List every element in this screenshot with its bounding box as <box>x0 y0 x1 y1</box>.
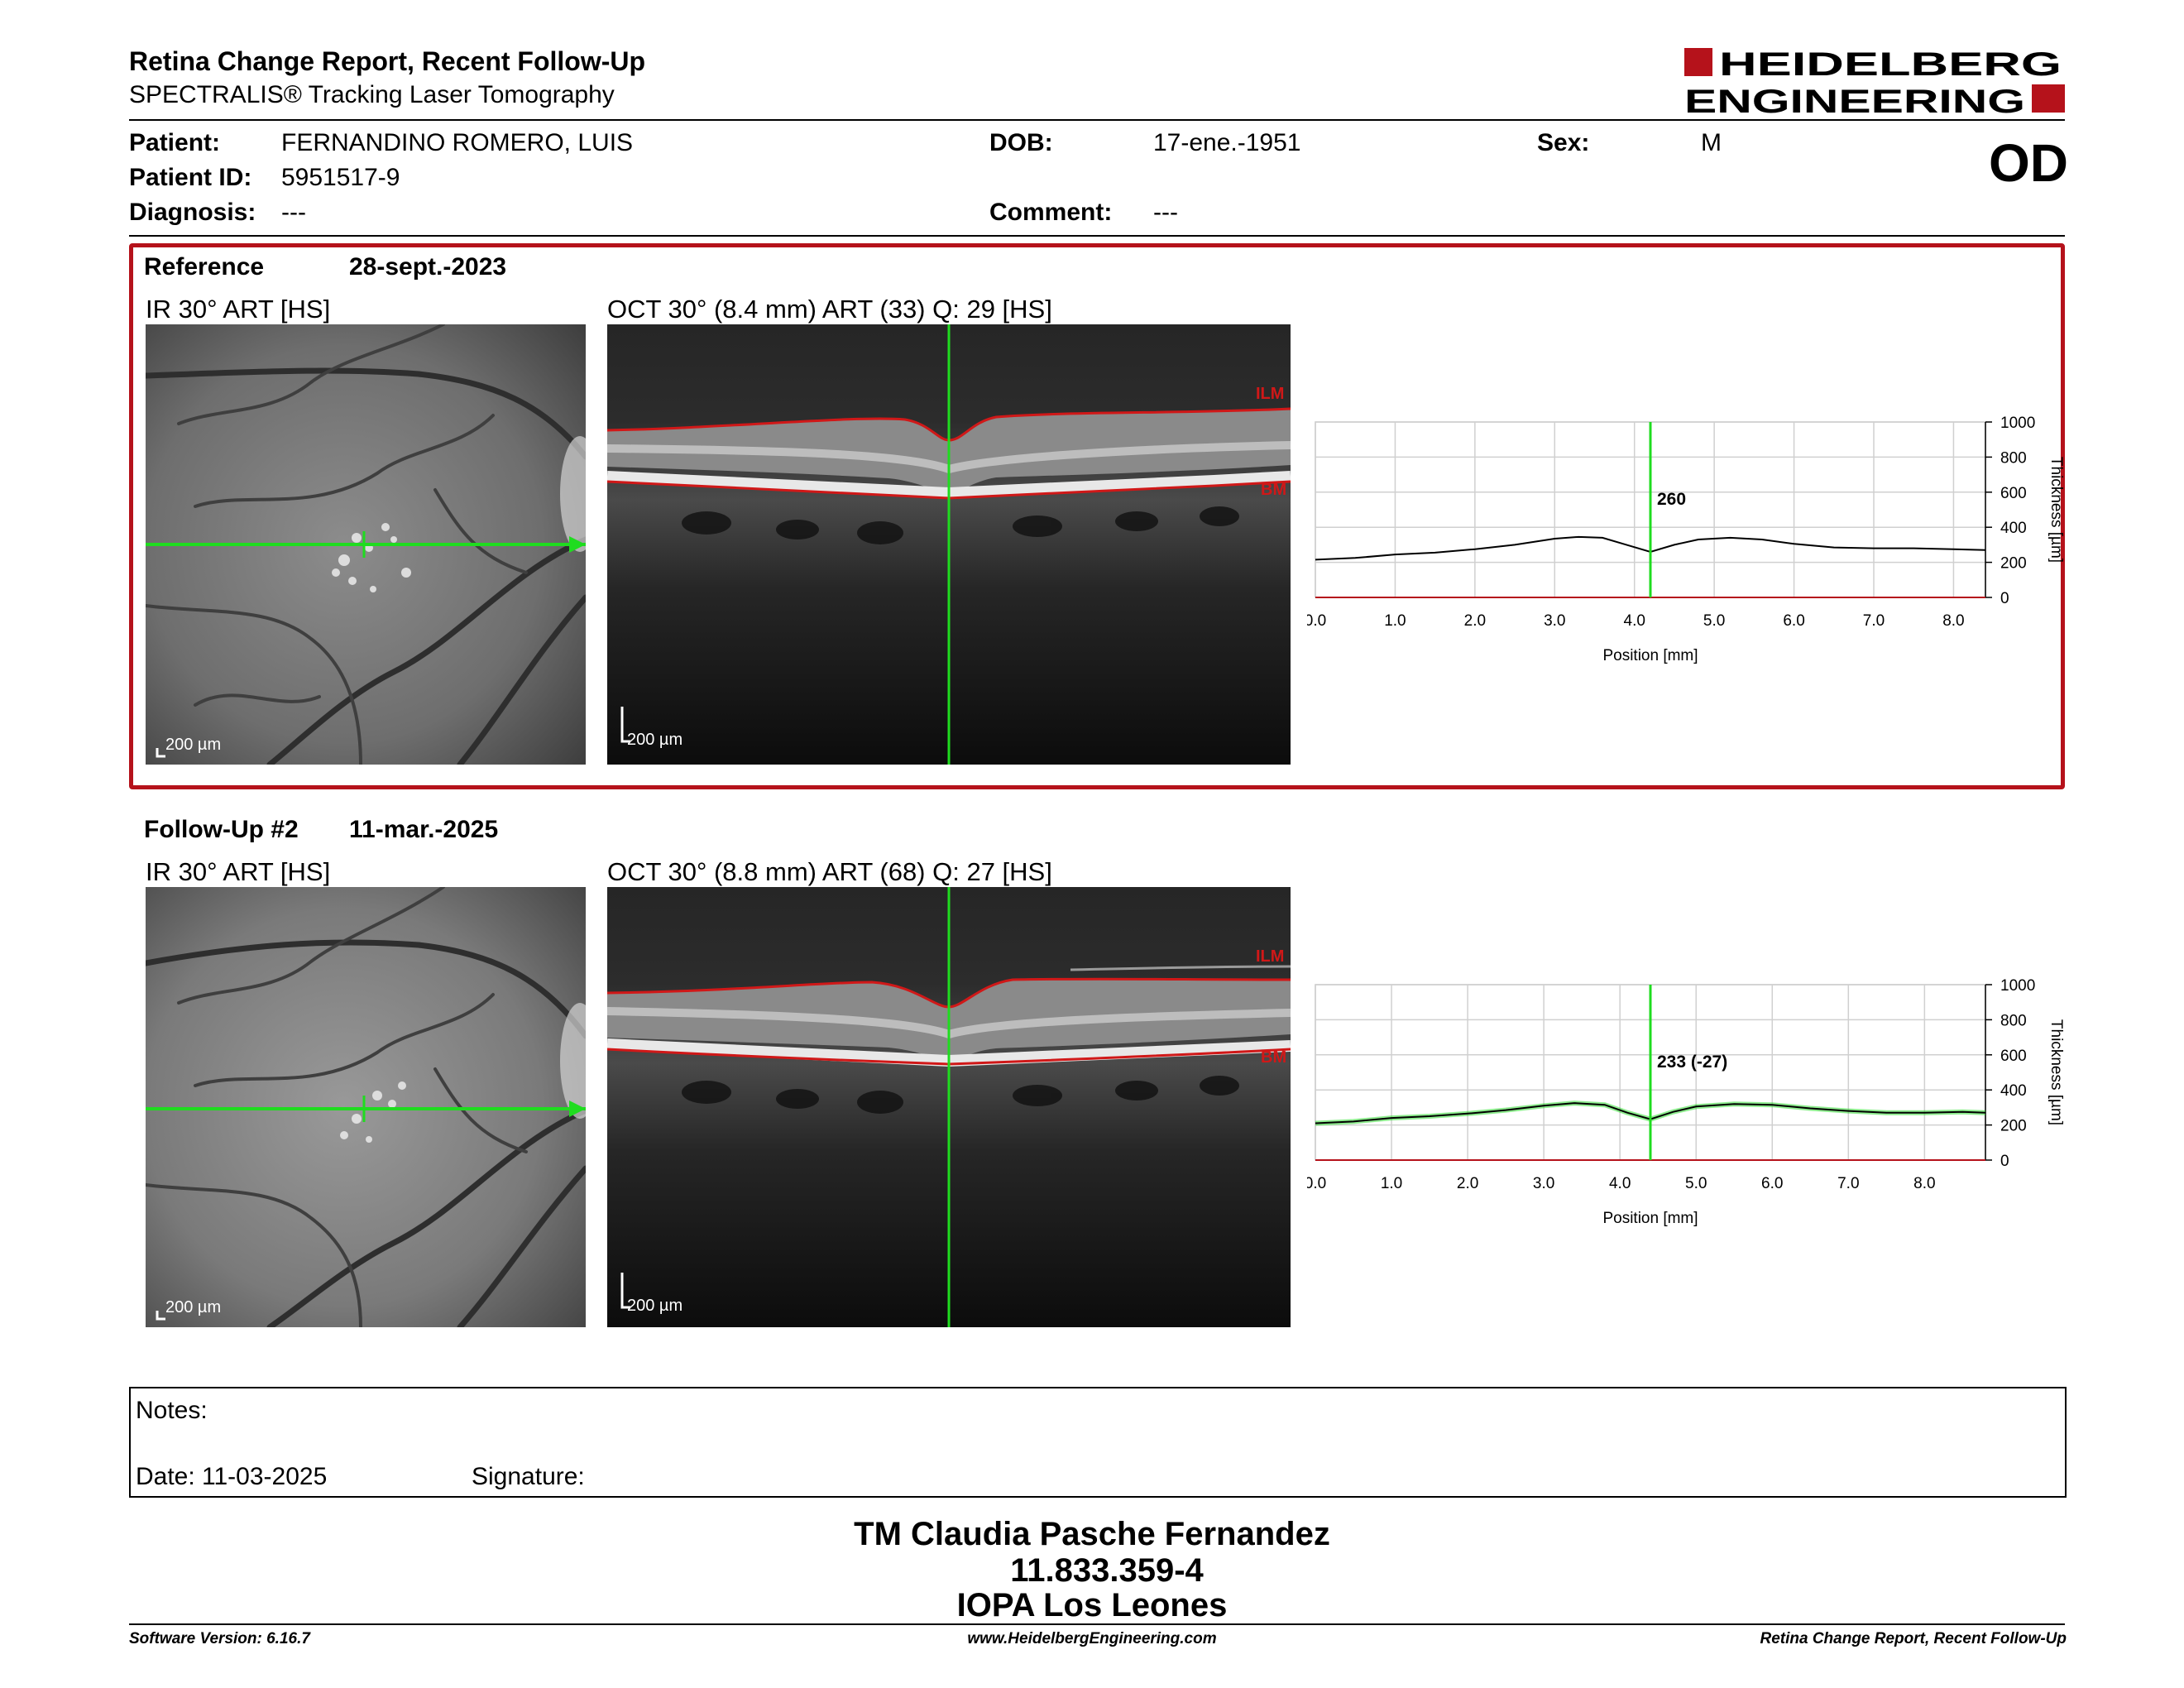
reference-oct-caption: OCT 30° (8.4 mm) ART (33) Q: 29 [HS] <box>607 295 1052 324</box>
reference-frame <box>129 243 2065 789</box>
followup-ir-scale-bar: 200 µm <box>165 1298 221 1316</box>
chart-y-tick-label: 0 <box>2000 1153 2009 1170</box>
chart-x-tick-label: 8.0 <box>1913 1175 1935 1192</box>
comment-value: --- <box>1153 199 1178 226</box>
operator-id: 11.833.359-4 <box>1010 1552 1204 1589</box>
sex-label: Sex: <box>1537 129 1590 156</box>
chart-y-tick-label: 0 <box>2000 590 2009 607</box>
patient-id-label: Patient ID: <box>129 164 252 191</box>
operator-clinic: IOPA Los Leones <box>956 1587 1228 1623</box>
chart-x-tick-label: 8.0 <box>1942 612 1964 630</box>
chart-y-tick-label: 1000 <box>2000 415 2035 432</box>
footer-report-name: Retina Change Report, Recent Follow-Up <box>1760 1630 2067 1647</box>
reference-ir-fundus-image[interactable]: 200 µm <box>146 324 586 765</box>
chart-y-tick-label: 400 <box>2000 1082 2027 1100</box>
reference-ir-caption: IR 30° ART [HS] <box>146 295 331 324</box>
reference-bm-label: BM <box>1261 481 1286 499</box>
footer-website[interactable]: www.HeidelbergEngineering.com <box>967 1630 1217 1647</box>
sex-value: M <box>1701 129 1722 156</box>
report-subtitle: SPECTRALIS® Tracking Laser Tomography <box>129 81 615 108</box>
chart-x-tick-label: 3.0 <box>1533 1175 1554 1192</box>
reference-oct-bscan-image[interactable]: ILM BM 200 µm <box>607 324 1291 765</box>
chart-x-tick-label: 0.0 <box>1307 612 1326 630</box>
patient-name-label: Patient: <box>129 129 221 156</box>
chart-x-tick-label: 5.0 <box>1703 612 1725 630</box>
footer-divider <box>129 1623 2065 1625</box>
patient-divider <box>129 235 2065 237</box>
chart-x-axis-label: Position [mm] <box>1602 647 1698 664</box>
reference-label: Reference <box>144 253 265 281</box>
reference-date: 28-sept.-2023 <box>349 253 507 281</box>
header-divider <box>129 119 2065 121</box>
chart-y-tick-label: 800 <box>2000 449 2027 467</box>
chart-marker-label: 233 (-27) <box>1657 1053 1727 1072</box>
chart-y-tick-label: 200 <box>2000 1118 2027 1135</box>
operator-name: TM Claudia Pasche Fernandez <box>854 1516 1330 1552</box>
dob-label: DOB: <box>989 129 1053 156</box>
followup-oct-scale-bar: 200 µm <box>627 1297 682 1315</box>
chart-y-tick-label: 400 <box>2000 520 2027 537</box>
followup-ir-fundus-image[interactable]: 200 µm <box>146 887 586 1327</box>
reference-thickness-chart: 0.0 1.0 2.0 3.0 4.0 5.0 6.0 7.0 8.0 0 200 400 600 800… <box>1307 415 2065 664</box>
report-title: Retina Change Report, Recent Follow-Up <box>129 46 646 76</box>
chart-x-tick-label: 4.0 <box>1609 1175 1631 1192</box>
chart-x-tick-label: 4.0 <box>1624 612 1645 630</box>
patient-name: FERNANDINO ROMERO, LUIS <box>281 129 634 156</box>
chart-y-tick-label: 600 <box>2000 1048 2027 1065</box>
diagnosis-value: --- <box>281 199 306 226</box>
chart-y-tick-label: 1000 <box>2000 977 2035 995</box>
followup-oct-bscan-image[interactable]: ILM BM 200 µm <box>607 887 1291 1327</box>
followup-ir-caption: IR 30° ART [HS] <box>146 857 331 886</box>
comment-label: Comment: <box>989 199 1113 226</box>
chart-y-tick-label: 800 <box>2000 1012 2027 1029</box>
followup-bm-label: BM <box>1261 1048 1286 1067</box>
reference-oct-scale-bar: 200 µm <box>627 731 682 749</box>
followup-label: Follow-Up #2 <box>144 816 299 843</box>
chart-x-tick-label: 5.0 <box>1685 1175 1707 1192</box>
chart-x-tick-label: 2.0 <box>1457 1175 1478 1192</box>
chart-y-tick-label: 600 <box>2000 485 2027 502</box>
svg-text:HEIDELBERG: HEIDELBERG <box>1719 46 2062 83</box>
chart-x-tick-label: 6.0 <box>1783 612 1804 630</box>
chart-x-tick-label: 7.0 <box>1837 1175 1859 1192</box>
chart-x-axis-label: Position [mm] <box>1602 1210 1698 1227</box>
chart-x-tick-label: 1.0 <box>1384 612 1406 630</box>
patient-id: 5951517-9 <box>281 164 400 191</box>
eye-indicator: OD <box>1989 133 2068 193</box>
chart-x-tick-label: 0.0 <box>1307 1175 1326 1192</box>
notes-box[interactable] <box>129 1387 2067 1498</box>
chart-y-tick-label: 200 <box>2000 555 2027 573</box>
followup-ilm-label: ILM <box>1256 947 1284 966</box>
chart-x-tick-label: 7.0 <box>1863 612 1885 630</box>
chart-x-tick-label: 3.0 <box>1544 612 1565 630</box>
chart-y-axis-label: Thickness [µm] <box>2048 1019 2065 1125</box>
heidelberg-logo: HEIDELBERG ENGINEERING <box>1684 46 2065 116</box>
reference-ir-scale-bar: 200 µm <box>165 736 221 754</box>
notes-label: Notes: <box>136 1397 208 1424</box>
followup-date: 11-mar.-2025 <box>349 816 499 843</box>
followup-thickness-chart: 0.0 1.0 2.0 3.0 4.0 5.0 6.0 7.0 8.0 0 200 400 600 800… <box>1307 977 2065 1227</box>
chart-x-tick-label: 1.0 <box>1381 1175 1402 1192</box>
svg-text:ENGINEERING: ENGINEERING <box>1684 84 2025 116</box>
chart-x-tick-label: 2.0 <box>1464 612 1486 630</box>
chart-x-tick-label: 6.0 <box>1761 1175 1783 1192</box>
dob-value: 17-ene.-1951 <box>1153 129 1301 156</box>
diagnosis-label: Diagnosis: <box>129 199 256 226</box>
chart-marker-label: 260 <box>1657 490 1686 509</box>
notes-date: Date: 11-03-2025 <box>136 1463 328 1490</box>
reference-ilm-label: ILM <box>1256 385 1284 403</box>
footer-software-version: Software Version: 6.16.7 <box>129 1630 310 1647</box>
signature-label: Signature: <box>472 1463 585 1490</box>
followup-oct-caption: OCT 30° (8.8 mm) ART (68) Q: 27 [HS] <box>607 857 1052 886</box>
chart-y-axis-label: Thickness [µm] <box>2048 457 2065 563</box>
